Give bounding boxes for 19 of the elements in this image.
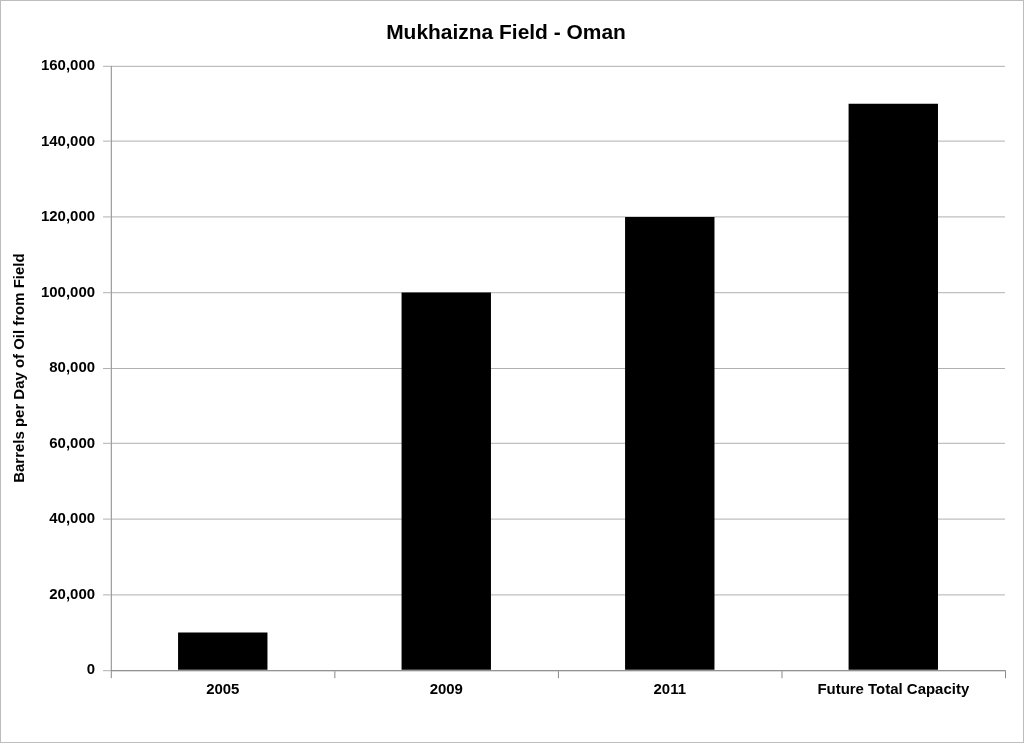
x-tick-label: Future Total Capacity <box>817 680 970 698</box>
y-tick-label: 80,000 <box>49 358 96 376</box>
y-tick-label: 140,000 <box>40 131 96 149</box>
bar <box>625 217 715 670</box>
y-tick-label: 0 <box>86 660 96 678</box>
bar <box>848 103 938 670</box>
x-tick-label: 2009 <box>429 680 463 698</box>
x-tick-label: 2005 <box>206 680 240 698</box>
y-tick-label: 100,000 <box>40 282 96 300</box>
y-tick-label: 120,000 <box>40 207 96 225</box>
y-tick-label: 20,000 <box>49 584 96 602</box>
y-tick-label: 40,000 <box>49 509 96 527</box>
bar <box>401 292 491 670</box>
chart-title: Mukhaizna Field - Oman <box>386 20 626 44</box>
y-tick-label: 160,000 <box>40 56 96 74</box>
x-tick-label: 2011 <box>653 680 687 698</box>
bar <box>178 632 268 670</box>
y-tick-label: 60,000 <box>49 433 96 451</box>
y-axis-title: Barrels per Day of Oil from Field <box>10 253 28 483</box>
